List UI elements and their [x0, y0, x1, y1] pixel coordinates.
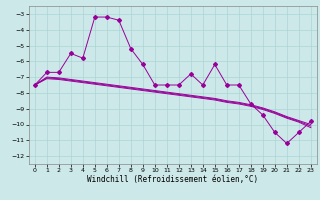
- X-axis label: Windchill (Refroidissement éolien,°C): Windchill (Refroidissement éolien,°C): [87, 175, 258, 184]
